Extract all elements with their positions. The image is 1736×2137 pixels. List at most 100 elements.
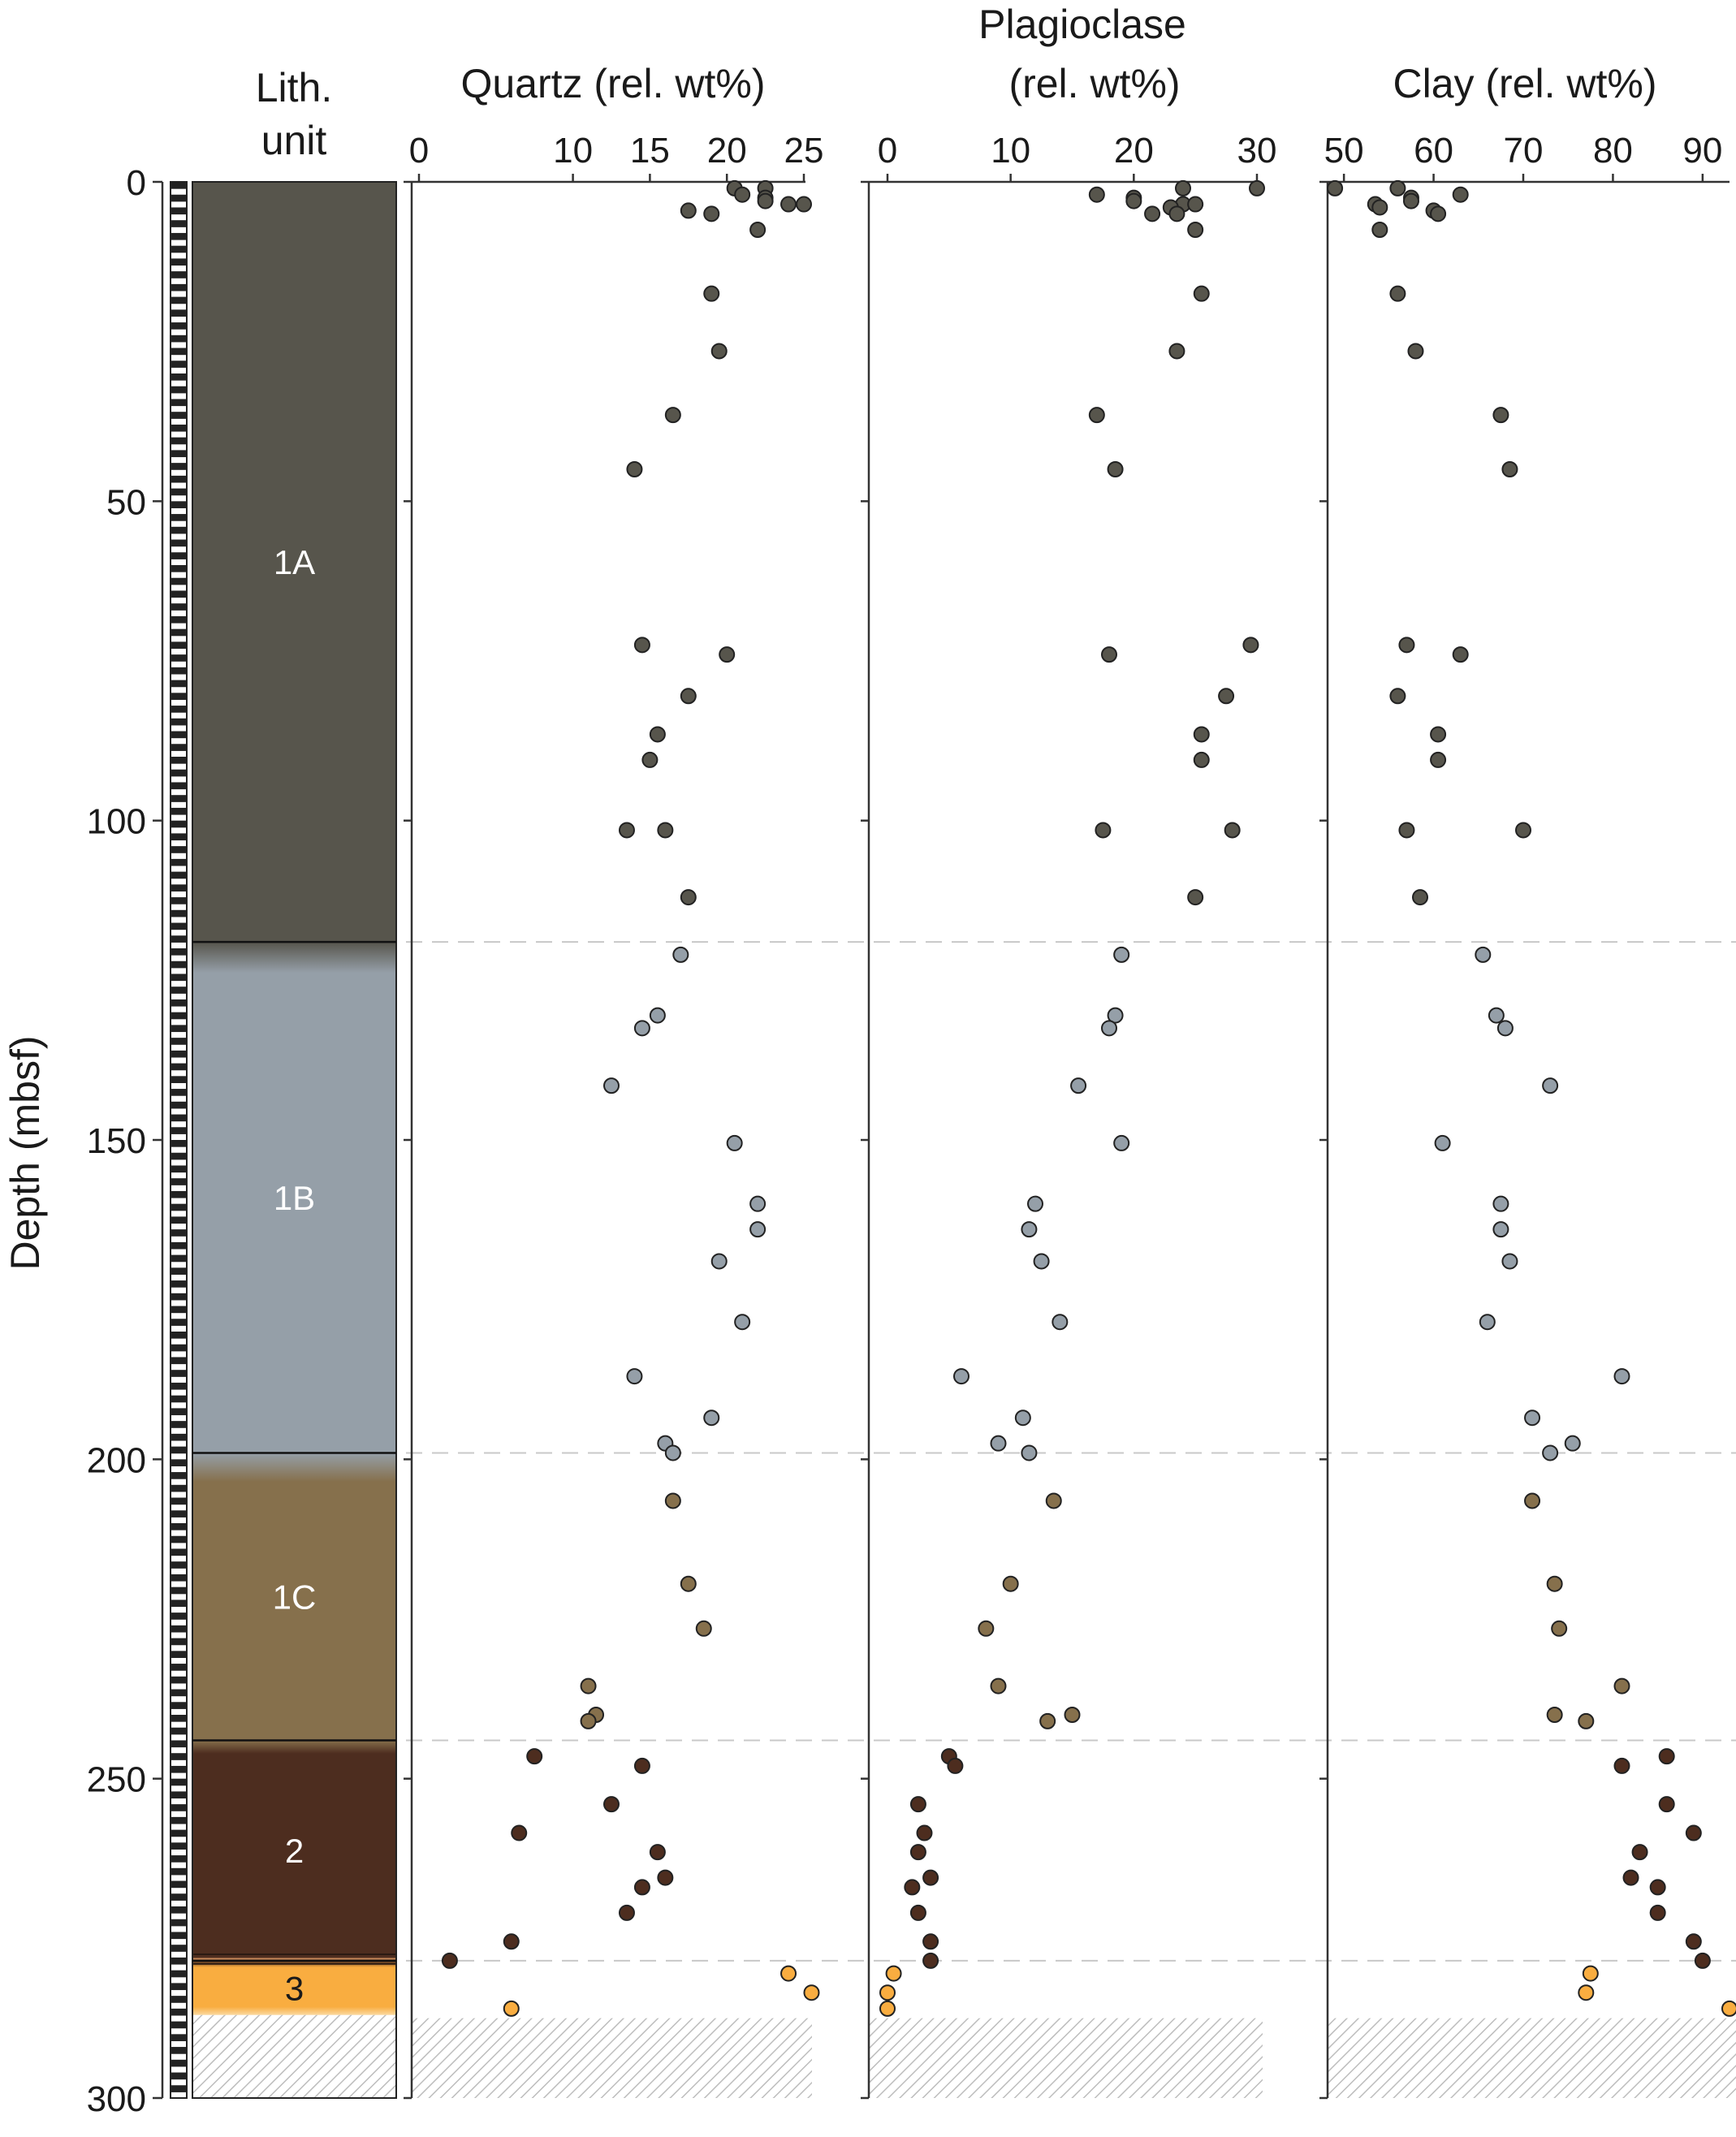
depth-scale-stripe	[171, 1076, 187, 1083]
data-point	[503, 2000, 520, 2017]
depth-scale-stripe	[171, 2047, 187, 2054]
depth-scale-stripe	[171, 1127, 187, 1134]
depth-scale-stripe	[171, 1855, 187, 1863]
depth-scale-stripe	[171, 1241, 187, 1250]
depth-scale-stripe	[171, 1497, 187, 1505]
depth-scale-stripe	[171, 795, 187, 802]
data-point	[1088, 407, 1105, 424]
depth-scale-stripe	[171, 1957, 187, 1965]
depth-scale-stripe	[171, 1421, 187, 1428]
data-point	[580, 1677, 597, 1694]
data-point	[1542, 1077, 1559, 1094]
data-point	[703, 205, 720, 222]
depth-scale-stripe	[171, 1267, 187, 1275]
depth-scale-stripe	[171, 922, 187, 930]
depth-scale-stripe	[171, 245, 187, 253]
depth-scale-stripe	[171, 1216, 187, 1224]
depth-scale-stripe	[171, 1778, 187, 1786]
data-point	[734, 1314, 751, 1331]
data-point	[1613, 1368, 1630, 1385]
data-point	[1582, 1965, 1599, 1982]
depth-scale-stripe	[171, 948, 187, 956]
data-point	[1412, 889, 1428, 906]
clay-series-1c	[1524, 1492, 1630, 1729]
lith-unit-2	[192, 1740, 396, 1961]
data-point	[726, 1134, 743, 1151]
depth-scale-stripe	[171, 1433, 187, 1441]
quartz-x-tick-label: 10	[553, 131, 593, 171]
depth-scale-stripe	[171, 1702, 187, 1709]
data-point	[1452, 646, 1469, 663]
depth-scale-stripe	[171, 1753, 187, 1760]
depth-scale-stripe	[171, 373, 187, 381]
data-point	[1187, 196, 1204, 213]
depth-scale-stripe	[171, 1178, 187, 1185]
depth-scale-stripe	[171, 833, 187, 841]
clay-series-3	[1578, 1965, 1736, 2017]
data-point	[1193, 751, 1210, 768]
depth-scale-stripe	[171, 1472, 187, 1479]
data-point	[1027, 1195, 1043, 1212]
depth-scale-stripe	[171, 1829, 187, 1837]
depth-tick-label: 300	[87, 2079, 146, 2119]
quartz-panel: 0 10 15 20 25	[404, 131, 823, 2100]
data-point	[1542, 1444, 1559, 1461]
data-point	[618, 1904, 635, 1921]
depth-scale-stripe	[171, 1919, 187, 1927]
plagioclase-series-1a	[1088, 179, 1265, 906]
depth-scale-stripe	[171, 1063, 187, 1071]
data-point	[633, 1757, 650, 1774]
depth-scale-stripe	[171, 1459, 187, 1466]
depth-scale-stripe	[171, 283, 187, 291]
plagioclase-series-2	[904, 1748, 964, 1969]
data-point	[1014, 1410, 1031, 1427]
depth-scale-stripe	[171, 706, 187, 713]
data-point	[1193, 726, 1210, 743]
quartz-title: Quartz (rel. wt%)	[460, 61, 765, 106]
data-point	[909, 1844, 926, 1861]
data-point	[1658, 1796, 1675, 1813]
data-point	[1524, 1410, 1541, 1427]
data-point	[1193, 285, 1210, 302]
lith-unit-label: 1A	[274, 543, 315, 581]
data-point	[1107, 1007, 1124, 1024]
depth-scale-stripe	[171, 335, 187, 343]
data-point	[1039, 1712, 1056, 1729]
data-point	[1249, 179, 1265, 196]
data-point	[953, 1368, 969, 1385]
data-point	[719, 646, 736, 663]
depth-scale-stripe	[171, 1574, 187, 1582]
depth-scale-stripe	[171, 514, 187, 521]
depth-scale-stripe	[171, 999, 187, 1007]
data-point	[603, 1796, 620, 1813]
depth-scale-stripe	[171, 871, 187, 879]
depth-scale-stripe	[171, 1638, 187, 1646]
data-point	[1658, 1748, 1675, 1765]
data-point	[1095, 822, 1112, 839]
depth-scale-stripe	[171, 1306, 187, 1314]
depth-scale-stripe	[171, 1664, 187, 1671]
depth-scale-stripe	[171, 1765, 187, 1773]
depth-scale-stripe	[171, 820, 187, 828]
data-point	[710, 1253, 728, 1270]
data-point	[1113, 1134, 1130, 1151]
data-point	[1070, 1077, 1087, 1094]
depth-scale-stripe	[171, 1535, 187, 1543]
plagioclase-series-3	[879, 1965, 902, 2017]
depth-scale-stripe	[171, 552, 187, 559]
data-point	[664, 1444, 681, 1461]
depth-scale-stripe	[171, 1676, 187, 1684]
depth-scale-stripe	[171, 1867, 187, 1876]
depth-scale-stripe	[171, 961, 187, 969]
data-point	[1402, 192, 1419, 209]
depth-scale-stripe	[171, 1012, 187, 1020]
data-point	[1407, 343, 1424, 360]
data-point	[649, 1007, 666, 1024]
plagioclase-x-tick-label: 20	[1114, 131, 1154, 171]
data-point	[1694, 1952, 1711, 1969]
data-point	[649, 726, 666, 743]
quartz-no-recovery	[412, 2018, 812, 2098]
depth-scale-stripe	[171, 399, 187, 407]
depth-scale-stripe	[171, 2059, 187, 2067]
